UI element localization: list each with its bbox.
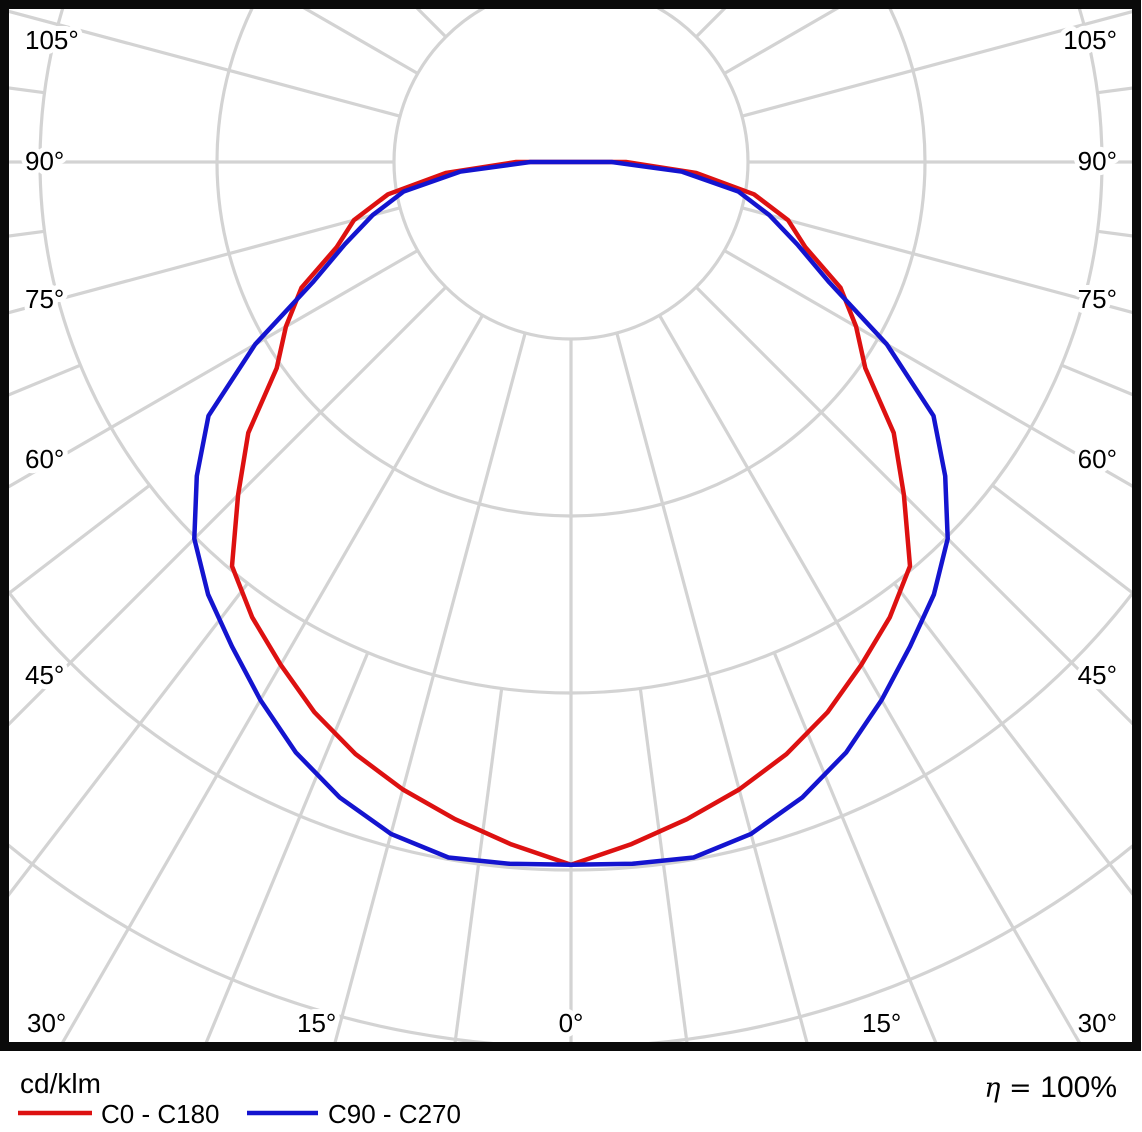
angle-label: 15° [862, 1008, 901, 1038]
grid-ray-main [9, 206, 401, 315]
grid-ray-main [61, 314, 484, 1042]
angle-labels: 105° 90° 75° 60° 45° 30° 15° 0° 15° 30° 45° 60° 75° 9… [20, 20, 1122, 1043]
grid-ray-main [615, 332, 809, 1042]
angle-label: 45° [25, 660, 64, 690]
grid-ray-main [333, 332, 527, 1042]
grid-ray-minor [638, 688, 689, 1042]
grid-ray-minor [9, 483, 151, 596]
angle-label: 105° [1063, 25, 1117, 55]
curves-layer [192, 159, 950, 867]
eta-symbol: η = [984, 1073, 1040, 1104]
grid-ray-main [9, 249, 419, 489]
angle-label: 75° [25, 284, 64, 314]
grid-ray-minor [991, 483, 1132, 595]
grid-ray-minor [204, 651, 370, 1042]
grid-ray-minor [453, 688, 504, 1042]
chart-frame [0, 0, 1141, 1051]
grid-ray-main [658, 314, 1081, 1042]
angle-label: 60° [1078, 444, 1117, 474]
angle-label: 45° [1078, 660, 1117, 690]
legend-label-c0: C0 - C180 [101, 1099, 220, 1129]
grid-ray-main [695, 286, 1132, 726]
curve-c90-c270 [192, 159, 950, 867]
grid-ray-main [741, 10, 1132, 118]
legend-label-c90: C90 - C270 [328, 1099, 461, 1129]
grid-ray-main [723, 249, 1132, 488]
angle-label: 30° [27, 1008, 66, 1038]
angle-label: 0° [559, 1008, 584, 1038]
angle-label: 75° [1078, 284, 1117, 314]
efficiency-label: η = 100% [984, 1071, 1117, 1104]
eta-value: 100% [1040, 1071, 1117, 1104]
angle-label: 15° [297, 1008, 336, 1038]
angle-label: 30° [1078, 1008, 1117, 1038]
angle-label: 90° [1078, 146, 1117, 176]
angle-label: 105° [25, 25, 79, 55]
angle-label: 60° [25, 444, 64, 474]
grid-ray-minor [772, 651, 938, 1042]
grid-ray-main [9, 286, 447, 727]
grid-ray-main [9, 9, 401, 118]
grid-ray-minor [892, 582, 1132, 896]
angle-label: 90° [25, 146, 64, 176]
grid-ray-main [741, 206, 1132, 314]
grid-ray-minor [9, 582, 250, 898]
unit-label: cd/klm [20, 1068, 101, 1099]
